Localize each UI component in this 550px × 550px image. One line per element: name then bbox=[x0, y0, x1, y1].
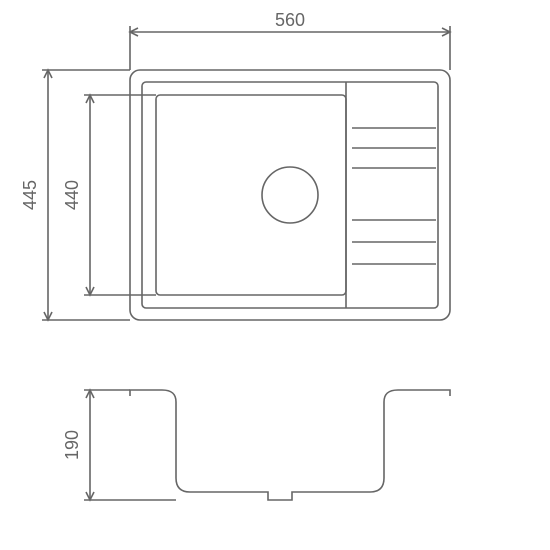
dim-height-outer: 445 bbox=[20, 180, 40, 210]
side-view bbox=[130, 390, 450, 500]
dim-depth: 190 bbox=[62, 430, 82, 460]
top-view bbox=[130, 70, 450, 320]
technical-drawing: 560 445 440 190 bbox=[0, 0, 550, 550]
dim-height-inner: 440 bbox=[62, 180, 82, 210]
dim-width: 560 bbox=[275, 10, 305, 30]
